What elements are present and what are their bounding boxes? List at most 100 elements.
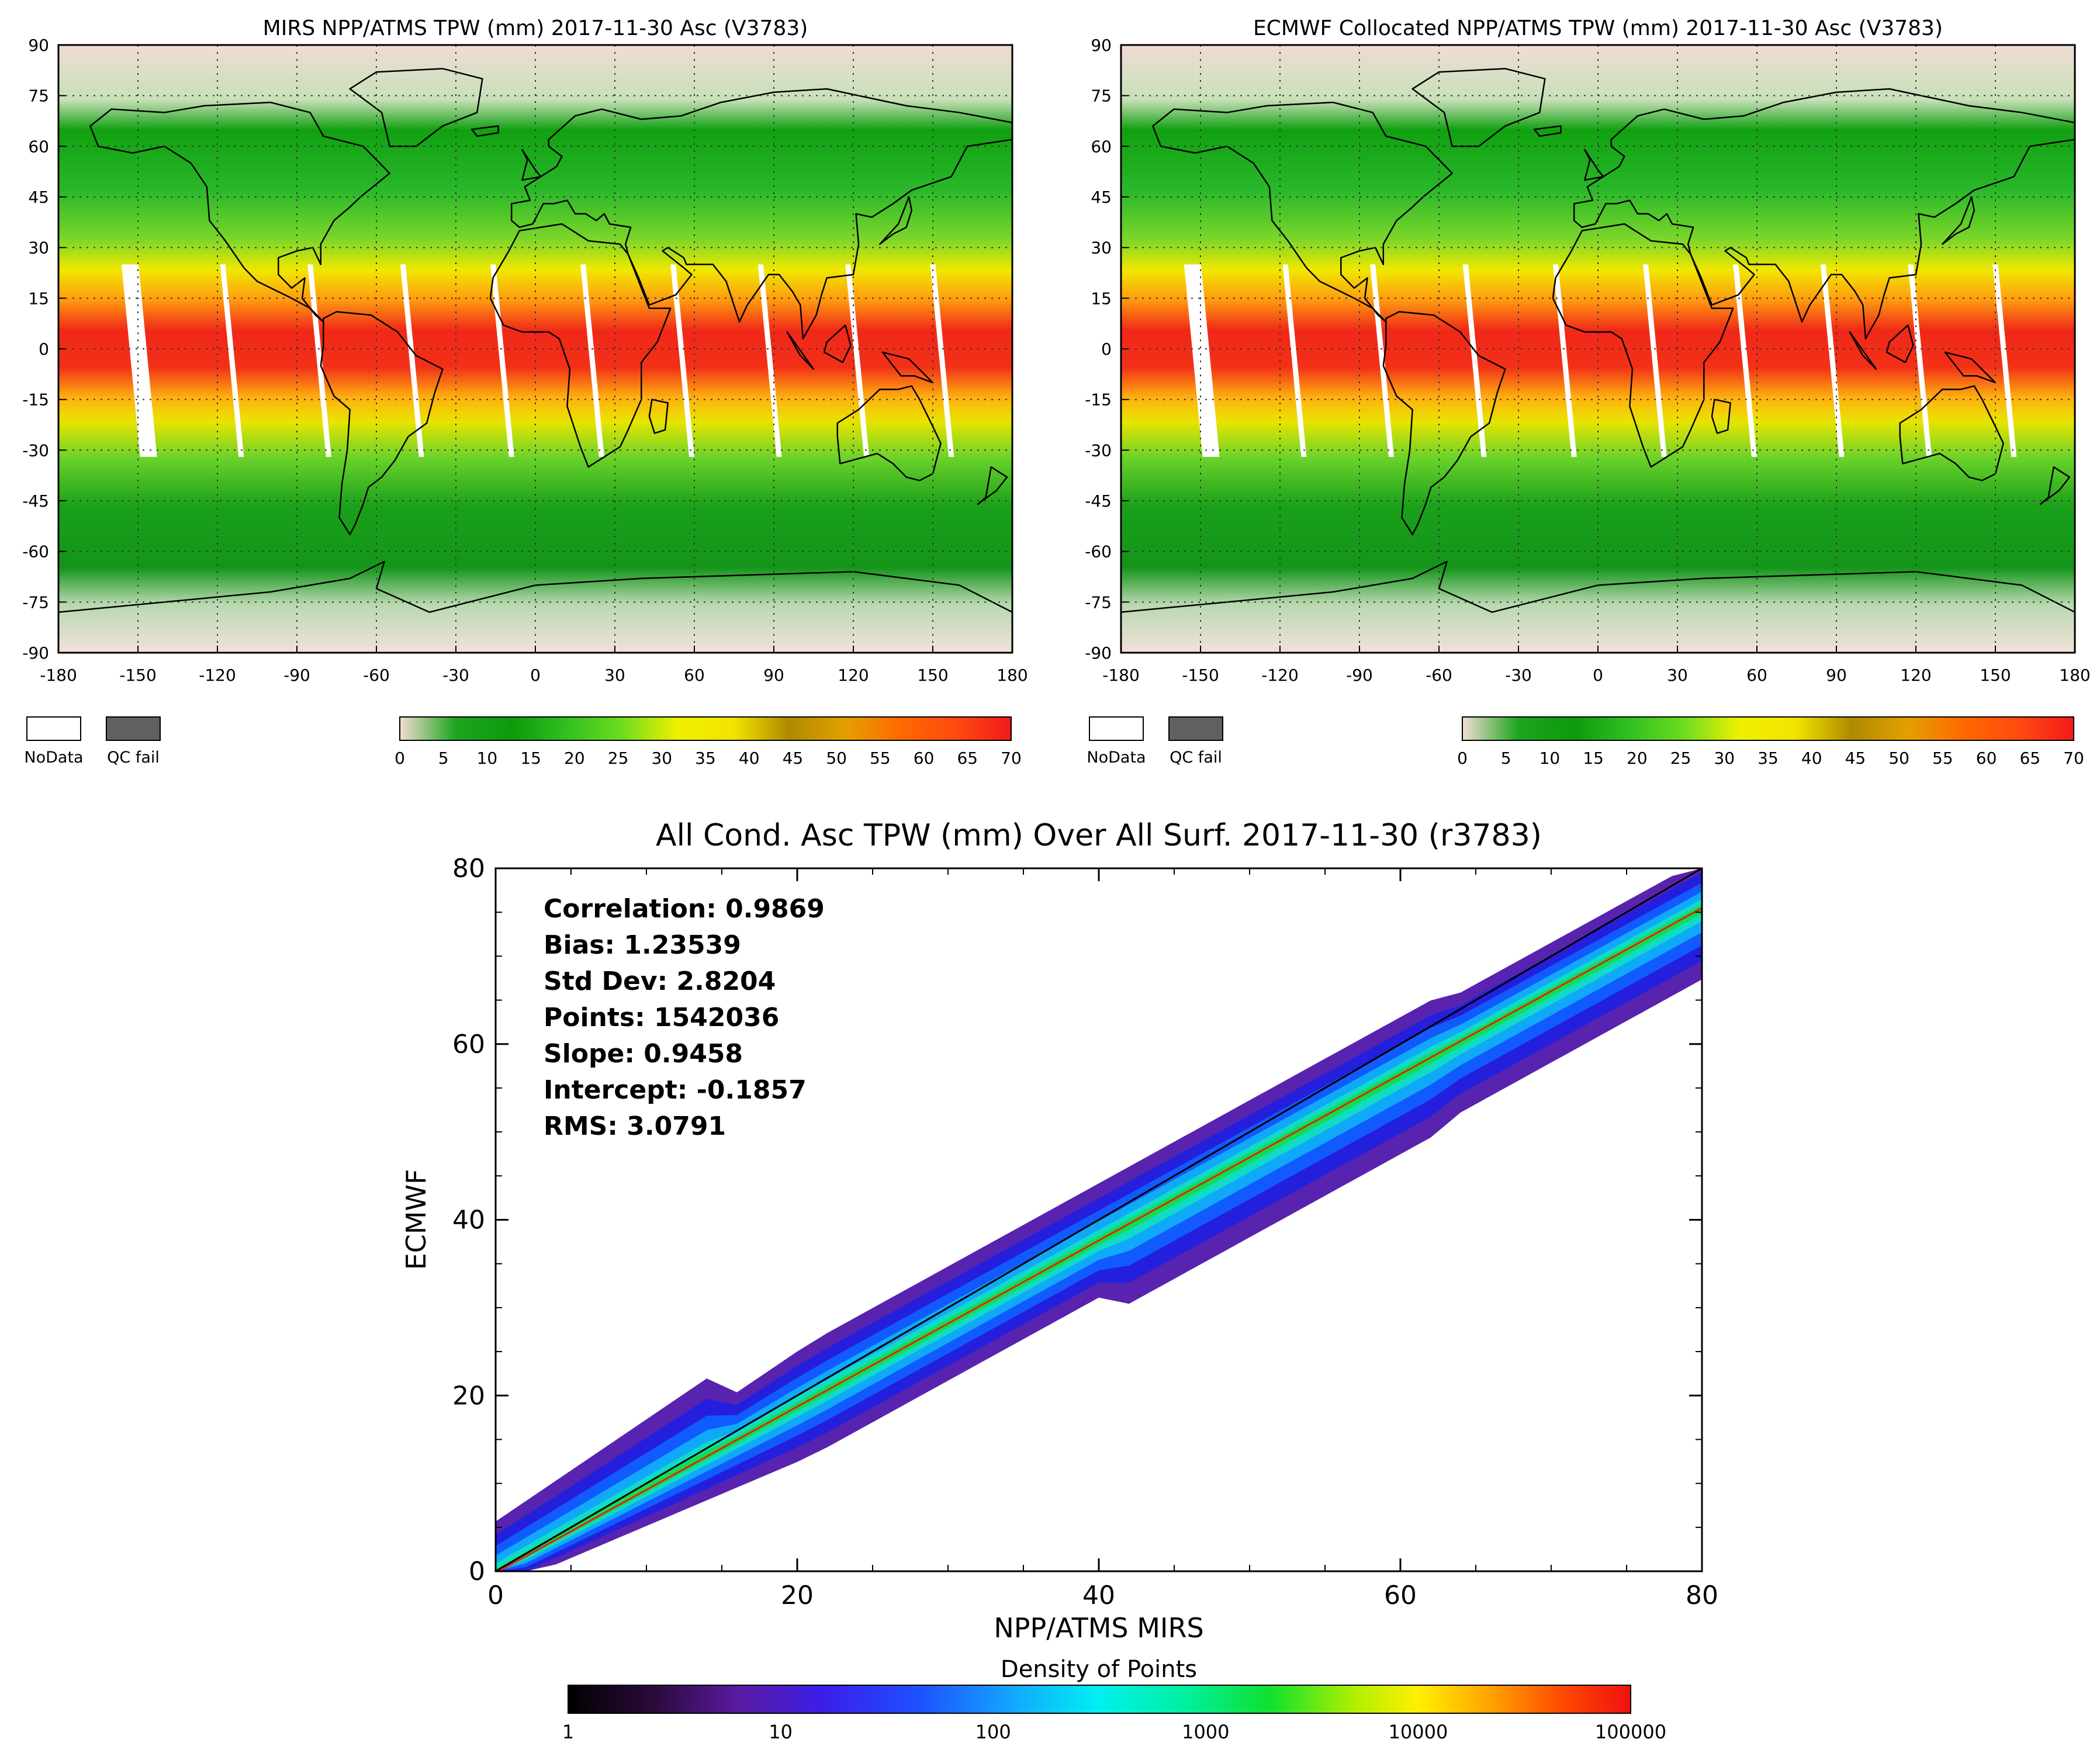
nodata-swath bbox=[1820, 264, 1845, 457]
stat-std-dev: Std Dev: 2.8204 bbox=[544, 966, 776, 996]
scatter-plot: All Cond. Asc TPW (mm) Over All Surf. 20… bbox=[400, 818, 1718, 1743]
nodata-swath bbox=[1643, 264, 1667, 457]
coastline bbox=[510, 88, 1012, 339]
lon-tick-label: -180 bbox=[40, 666, 77, 685]
qcfail-swatch bbox=[1168, 716, 1223, 741]
coastline bbox=[879, 196, 912, 245]
lon-tick-label: -30 bbox=[442, 666, 469, 685]
nodata-swath bbox=[1184, 264, 1220, 457]
colorbar-tick-label: 5 bbox=[438, 749, 449, 768]
lon-tick-label: 60 bbox=[684, 666, 705, 685]
nodata-swath bbox=[1552, 264, 1577, 457]
lat-tick-label: 30 bbox=[1091, 238, 1112, 258]
density-tick-label: 100000 bbox=[1595, 1721, 1666, 1743]
coastline bbox=[648, 399, 669, 434]
scatter-ticks: 0 20 40 60 80 0 20 40 60 80 bbox=[452, 854, 1718, 1610]
density-colorbar-ticks: 1 10 100 1000 10000 100000 bbox=[562, 1721, 1666, 1743]
qcfail-swatch bbox=[106, 716, 161, 741]
x-axis-label: NPP/ATMS MIRS bbox=[994, 1612, 1203, 1644]
stats-box: Correlation: 0.9869 Bias: 1.23539 Std De… bbox=[544, 894, 825, 1141]
colorbar-tick-label: 60 bbox=[914, 749, 935, 768]
stat-points: Points: 1542036 bbox=[544, 1003, 779, 1033]
continent-outlines bbox=[58, 68, 1012, 653]
lon-tick-label: 90 bbox=[1826, 666, 1847, 685]
lat-tick-label: 90 bbox=[1091, 36, 1112, 55]
nodata-swaths bbox=[1184, 264, 2017, 457]
lat-tick-label: 15 bbox=[28, 289, 49, 308]
colorbar-tick-label: 50 bbox=[1888, 749, 1909, 768]
lat-lon-grid bbox=[58, 45, 1012, 653]
lon-tick-label: -180 bbox=[1102, 666, 1140, 685]
map-title: ECMWF Collocated NPP/ATMS TPW (mm) 2017-… bbox=[1253, 16, 1943, 40]
lon-tick-label: 60 bbox=[1746, 666, 1767, 685]
coastline bbox=[836, 385, 942, 481]
colorbar-tick-label: 45 bbox=[1845, 749, 1866, 768]
lat-tick-label: -45 bbox=[1085, 491, 1112, 511]
lon-tick-label: -30 bbox=[1505, 666, 1532, 685]
lat-tick-label: 0 bbox=[1101, 339, 1112, 359]
stat-correlation: Correlation: 0.9869 bbox=[544, 894, 825, 924]
lat-tick-label: -60 bbox=[22, 542, 49, 562]
nodata-swath bbox=[1282, 264, 1307, 457]
x-tick-label: 20 bbox=[781, 1581, 814, 1610]
map-ecmwf: ECMWF Collocated NPP/ATMS TPW (mm) 2017-… bbox=[1085, 16, 2090, 768]
nodata-swath bbox=[1908, 264, 1932, 457]
lat-tick-label: -75 bbox=[1085, 593, 1112, 612]
coastline bbox=[786, 331, 815, 370]
x-tick-label: 40 bbox=[1082, 1581, 1115, 1610]
y-tick-label: 80 bbox=[452, 854, 485, 884]
nodata-swath bbox=[1462, 264, 1487, 457]
density-band bbox=[496, 904, 1702, 1571]
coastline bbox=[977, 466, 1008, 505]
colorbar-tick-label: 40 bbox=[739, 749, 760, 768]
lat-tick-label: 45 bbox=[1091, 188, 1112, 207]
colorbar-tick-label: 70 bbox=[2063, 749, 2084, 768]
lat-tick-label: -75 bbox=[22, 593, 49, 612]
coastline bbox=[1552, 223, 1734, 468]
colorbar-tick-label: 35 bbox=[1758, 749, 1779, 768]
coastline bbox=[1944, 351, 1997, 384]
lat-tick-label: -90 bbox=[22, 643, 49, 663]
lat-tick-label: 60 bbox=[1091, 137, 1112, 156]
y-tick-label: 20 bbox=[452, 1381, 485, 1411]
coastline bbox=[1885, 324, 1914, 363]
nodata-swatch bbox=[1089, 716, 1144, 741]
coastline bbox=[1152, 101, 1453, 323]
lon-tick-label: 30 bbox=[1667, 666, 1688, 685]
lon-tick-label: 120 bbox=[1900, 666, 1931, 685]
lon-tick-label: 180 bbox=[997, 666, 1027, 685]
scatter-title: All Cond. Asc TPW (mm) Over All Surf. 20… bbox=[656, 818, 1542, 853]
y-tick-label: 40 bbox=[452, 1205, 485, 1235]
colorbar-tick-label: 0 bbox=[395, 749, 405, 768]
nodata-swath bbox=[930, 264, 954, 457]
density-tick-label: 1000 bbox=[1182, 1721, 1229, 1743]
coastline bbox=[1584, 148, 1604, 181]
coastline bbox=[1121, 560, 2075, 653]
lat-tick-label: -15 bbox=[22, 390, 49, 410]
colorbar-tick-label: 35 bbox=[695, 749, 716, 768]
lat-tick-label: 60 bbox=[28, 137, 49, 156]
coastline bbox=[320, 311, 444, 536]
lat-tick-label: 45 bbox=[28, 188, 49, 207]
density-colorbar bbox=[568, 1685, 1631, 1714]
lon-tick-label: 0 bbox=[1593, 666, 1603, 685]
y-tick-label: 0 bbox=[469, 1557, 485, 1586]
lon-tick-label: -60 bbox=[1426, 666, 1452, 685]
lon-tick-label: -120 bbox=[1261, 666, 1299, 685]
lat-lon-grid bbox=[1121, 45, 2075, 653]
lat-tick-label: -90 bbox=[1085, 643, 1112, 663]
map-mirs: MIRS NPP/ATMS TPW (mm) 2017-11-30 Asc (V… bbox=[22, 16, 1027, 768]
lon-tick-label: 90 bbox=[763, 666, 784, 685]
latitude-tick-labels: 90 75 60 45 30 15 0 -15 -30 -45 -60 -75 -90 bbox=[22, 36, 65, 663]
coastline bbox=[1849, 331, 1877, 370]
stat-bias: Bias: 1.23539 bbox=[544, 930, 741, 960]
tpw-colorbar-ticks: 0 5 10 15 20 25 30 35 40 45 50 55 60 65 70 bbox=[395, 749, 1022, 768]
x-tick-label: 60 bbox=[1384, 1581, 1417, 1610]
colorbar-tick-label: 0 bbox=[1457, 749, 1468, 768]
colorbar-tick-label: 70 bbox=[1001, 749, 1022, 768]
nodata-swath bbox=[757, 264, 782, 457]
qcfail-label: QC fail bbox=[1170, 749, 1222, 767]
lat-tick-label: -60 bbox=[1085, 542, 1112, 562]
lat-tick-label: 75 bbox=[28, 86, 49, 106]
